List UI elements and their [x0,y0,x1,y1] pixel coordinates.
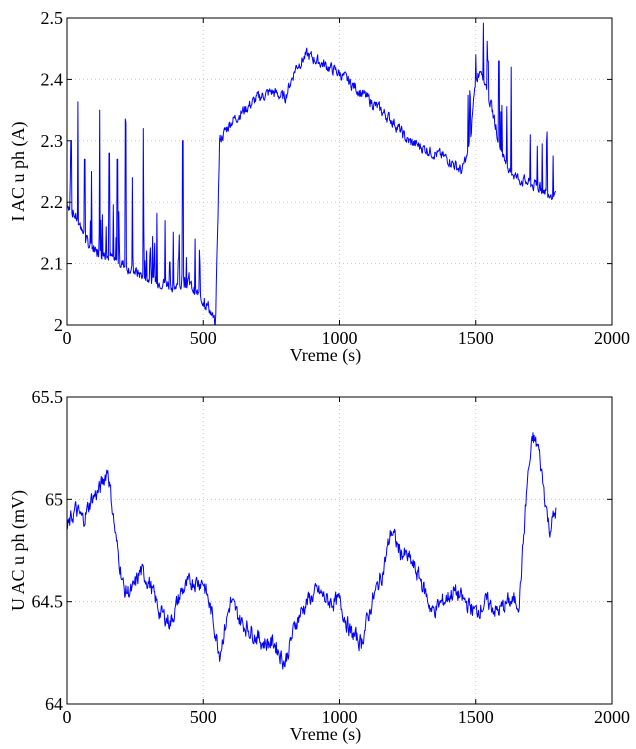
chart-1: 0 500 1000 1500 2000 2 2.1 2.2 2.3 2.4 2.5 Vreme (s… [8,8,630,366]
x-tick-label: 1000 [322,707,358,727]
y-tick-label: 65.5 [32,387,64,407]
y-tick-label: 64 [45,694,63,714]
y-tick-label: 2.1 [41,254,64,274]
y-tick-label: 65 [45,489,63,509]
series-line [66,22,557,326]
x-tick-label: 2000 [594,707,630,727]
plot-frame [66,396,613,705]
y-tick-label: 2.4 [41,69,64,89]
x-tick-label: 0 [63,707,72,727]
y-tick-label: 64.5 [32,592,64,612]
x-tick-label: 0 [63,328,72,348]
y-axis-label: U AC u ph (mV) [8,490,29,611]
x-tick-label: 1000 [322,328,358,348]
x-axis-label: Vreme (s) [290,724,361,745]
y-tick-label: 2.5 [41,8,64,28]
y-axis-label: I AC u ph (A) [8,122,29,222]
x-tick-label: 500 [190,707,217,727]
chart-2: 0 500 1000 1500 2000 64 64.5 65 65.5 Vreme (s) U A… [8,387,630,745]
x-tick-label: 500 [190,328,217,348]
x-axis-label: Vreme (s) [290,345,361,366]
y-tick-label: 2.3 [41,131,64,151]
x-tick-label: 1500 [458,328,494,348]
y-tick-label: 2.2 [41,192,64,212]
plot-frame [66,17,613,326]
series-line [66,432,557,670]
x-tick-label: 1500 [458,707,494,727]
y-tick-label: 2 [54,315,63,335]
x-tick-label: 2000 [594,328,630,348]
